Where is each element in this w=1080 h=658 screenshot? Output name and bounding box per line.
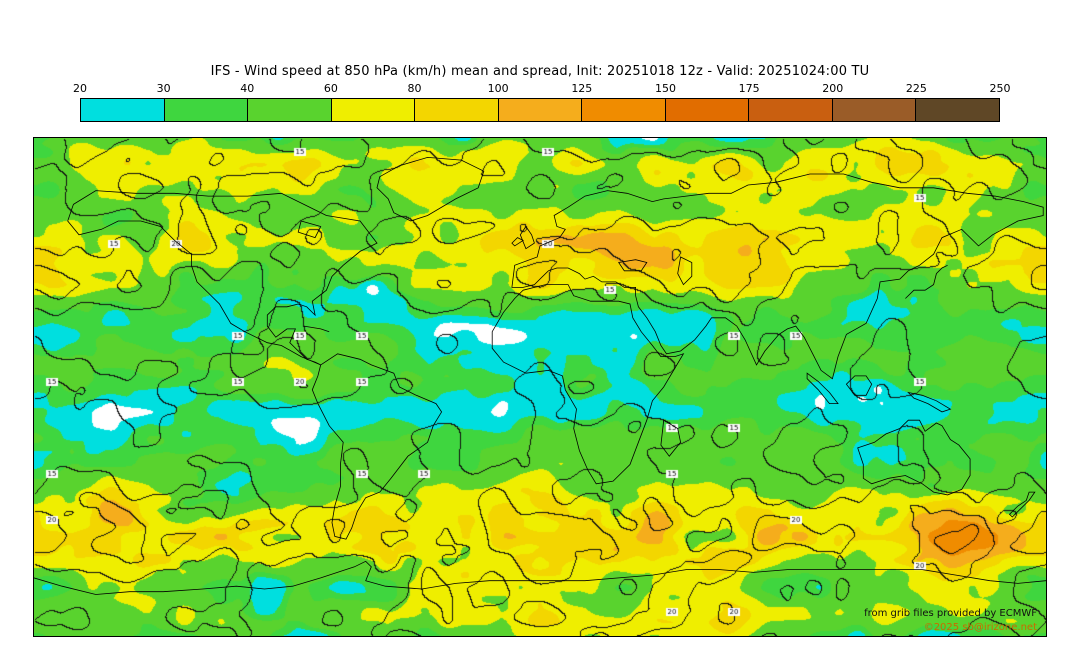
coastline-path	[905, 264, 948, 299]
colorbar-tick: 200	[822, 82, 844, 95]
coastline-path	[907, 391, 952, 413]
coastline-path	[303, 325, 330, 333]
coastline-path	[660, 419, 682, 457]
colorbar-segment	[664, 99, 749, 121]
colorbar-tick: 150	[654, 82, 676, 95]
coastline-path	[677, 256, 693, 286]
colorbar-segment	[81, 99, 164, 121]
colorbar-tick-labels: 20 30 40 60 80 100 125 150 175 200 225 250	[73, 82, 1011, 96]
coastline-path	[376, 156, 485, 222]
coastline-path	[845, 375, 873, 396]
colorbar-tick: 60	[323, 82, 338, 95]
coastlines-overlay	[34, 156, 1046, 595]
colorbar-tick: 175	[738, 82, 760, 95]
map-title: IFS - Wind speed at 850 hPa (km/h) mean …	[210, 64, 870, 79]
colorbar-tick: 20	[73, 82, 87, 95]
colorbar-segment	[414, 99, 498, 121]
colorbar-segment	[831, 99, 916, 121]
colorbar-tick: 100	[487, 82, 509, 95]
coastline-path	[491, 284, 685, 485]
coastline-path	[67, 190, 378, 366]
coastline-path	[34, 560, 1046, 595]
coastline-path	[511, 173, 1044, 380]
colorbar-segment	[915, 99, 1000, 121]
coastline-path	[311, 353, 443, 540]
colorbar-segment	[247, 99, 331, 121]
colorbar-tick: 250	[989, 82, 1011, 95]
colorbar-tick: 40	[240, 82, 255, 95]
colorbar-tick: 125	[571, 82, 593, 95]
data-provider-note: from grib files provided by ECMWF	[864, 608, 1037, 619]
colorbar-tick: 30	[156, 82, 171, 95]
colorbar-tick: 225	[905, 82, 927, 95]
coastline-path	[806, 372, 839, 404]
coastline-path	[857, 419, 971, 496]
colorbar-segment	[330, 99, 415, 121]
coastline-path	[1008, 491, 1036, 518]
coastline-path	[618, 259, 648, 272]
colorbar-segment	[163, 99, 248, 121]
colorbar-gradient	[80, 98, 1000, 122]
colorbar: 20 30 40 60 80 100 125 150 175 200 225 250	[73, 82, 1011, 122]
coastline-path	[511, 237, 524, 247]
map-area: from grib files provided by ECMWF ©2025 …	[33, 137, 1047, 637]
copyright-note: ©2025 sb@irizone.net	[923, 622, 1037, 633]
wind-field-canvas	[34, 138, 1046, 636]
colorbar-segment	[581, 99, 665, 121]
colorbar-tick: 80	[407, 82, 422, 95]
colorbar-segment	[497, 99, 582, 121]
coastline-path	[519, 225, 535, 250]
coastline-path	[297, 220, 322, 239]
colorbar-segment	[748, 99, 832, 121]
